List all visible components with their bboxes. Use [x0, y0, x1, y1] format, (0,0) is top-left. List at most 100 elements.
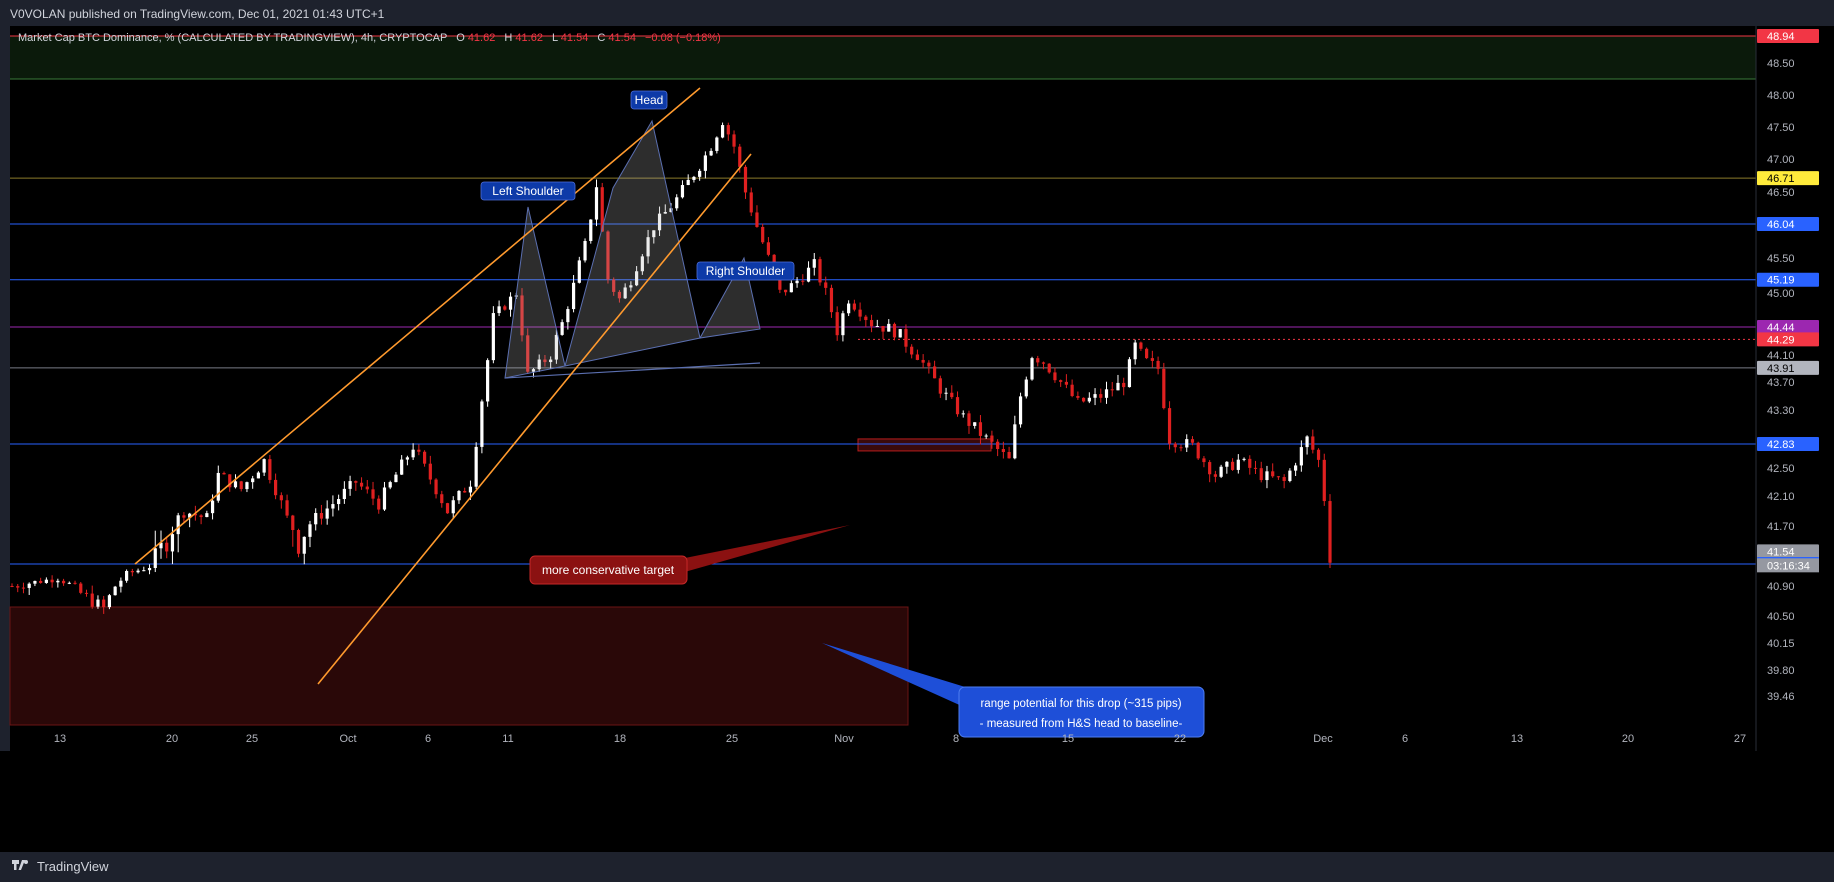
price-badge — [1757, 171, 1819, 186]
time-tick-label: Dec — [1313, 733, 1333, 745]
candle-body — [526, 335, 530, 372]
right-shoulder-label-text: Right Shoulder — [706, 264, 785, 278]
candle-body — [1305, 436, 1309, 448]
candle-body — [824, 282, 828, 288]
candle-body — [835, 312, 839, 336]
candle-body — [761, 226, 765, 243]
candle-body — [657, 213, 662, 231]
candle-body — [262, 459, 266, 473]
candle-body — [193, 513, 197, 516]
candle-body — [1001, 449, 1005, 452]
candle-body — [1248, 458, 1252, 468]
candle-body — [652, 230, 656, 238]
candle-body — [1162, 368, 1166, 409]
legend-title: Market Cap BTC Dominance, % (CALCULATED … — [18, 32, 447, 44]
candle-body — [1030, 358, 1034, 380]
candle-body — [589, 219, 593, 242]
price-tick-label: 44.10 — [1767, 350, 1795, 362]
candle-body — [1122, 382, 1126, 388]
candle-body — [709, 150, 713, 156]
time-tick-label: Nov — [834, 733, 854, 745]
candle-body — [411, 449, 415, 458]
neckline — [504, 362, 761, 379]
candle-body — [577, 260, 581, 283]
legend-o-value: 41.62 — [468, 32, 496, 44]
candle-body — [468, 486, 473, 493]
price-badge — [1757, 437, 1819, 451]
candle-body — [188, 513, 192, 518]
candle-body — [445, 503, 450, 514]
candle-body — [331, 504, 335, 509]
candle-body — [1093, 394, 1097, 398]
candle-body — [251, 478, 255, 483]
candle-body — [73, 582, 77, 584]
time-tick-label: 25 — [246, 733, 258, 745]
candle-body — [365, 486, 369, 490]
candle-body — [617, 291, 622, 299]
candle-body — [222, 472, 226, 475]
candle-body — [675, 197, 679, 209]
candle-body — [864, 316, 868, 321]
candle-body — [938, 378, 942, 394]
tradingview-brand[interactable]: TradingView — [10, 859, 109, 874]
candle-body — [1259, 468, 1263, 481]
candle-body — [1013, 424, 1017, 459]
candle-body — [417, 449, 421, 452]
candle-body — [806, 267, 811, 282]
candle-body — [1242, 458, 1246, 460]
candle-body — [1282, 477, 1286, 481]
candle-body — [1202, 458, 1206, 463]
candle-body — [1007, 451, 1011, 459]
candle-body — [388, 482, 392, 488]
candle-body — [486, 360, 490, 402]
candle-body — [1179, 447, 1183, 449]
price-tick-label: 43.70 — [1767, 377, 1795, 389]
candle-body — [182, 515, 186, 518]
candle-body — [812, 259, 816, 268]
time-tick-label: 20 — [166, 733, 178, 745]
candle-body — [44, 579, 48, 583]
candle-body — [520, 295, 524, 336]
candle-body — [915, 354, 920, 360]
price-tick-label: 47.50 — [1767, 122, 1795, 134]
candle-body — [457, 490, 461, 501]
candle-body — [698, 170, 702, 177]
price-badge — [1757, 544, 1819, 559]
btc-dominance-chart[interactable]: Head Left Shoulder Right Shoulder more cons… — [0, 26, 1834, 852]
candle-body — [910, 346, 914, 355]
candle-body — [79, 583, 83, 593]
candle-body — [176, 515, 180, 535]
candle-body — [984, 435, 988, 437]
time-tick-label: 8 — [953, 733, 959, 745]
candle-body — [612, 279, 616, 292]
legend-o-label: O — [456, 32, 465, 44]
price-badge-value: 46.71 — [1767, 173, 1795, 185]
candle-body — [1208, 462, 1212, 475]
channel-upper-line — [134, 87, 701, 565]
candle-body — [119, 580, 123, 587]
candle-body — [606, 231, 610, 280]
candle-body — [1064, 381, 1068, 385]
price-tick-label: 40.90 — [1767, 581, 1795, 593]
candle-body — [869, 320, 874, 327]
candle-body — [39, 580, 43, 583]
price-badge — [1757, 320, 1819, 334]
price-tick-label: 39.80 — [1767, 665, 1795, 677]
candle-body — [560, 322, 564, 335]
price-badge-value: 45.19 — [1767, 275, 1795, 287]
candle-body — [1116, 382, 1120, 391]
candle-body — [377, 498, 381, 510]
price-badge-value: 48.94 — [1767, 31, 1795, 43]
candle-body — [314, 513, 318, 525]
candle-body — [1230, 461, 1235, 470]
candle-body — [1070, 384, 1074, 396]
candle-body — [852, 303, 856, 310]
price-tick-label: 47.00 — [1767, 154, 1795, 166]
candle-body — [359, 482, 364, 487]
range-text-line2: - measured from H&S head to baseline- — [980, 718, 1183, 730]
candle-body — [1156, 360, 1160, 369]
tradingview-logo-icon — [12, 859, 28, 870]
legend-l-label: L — [552, 32, 558, 44]
price-badge — [1757, 29, 1819, 43]
candle-body — [451, 500, 455, 514]
